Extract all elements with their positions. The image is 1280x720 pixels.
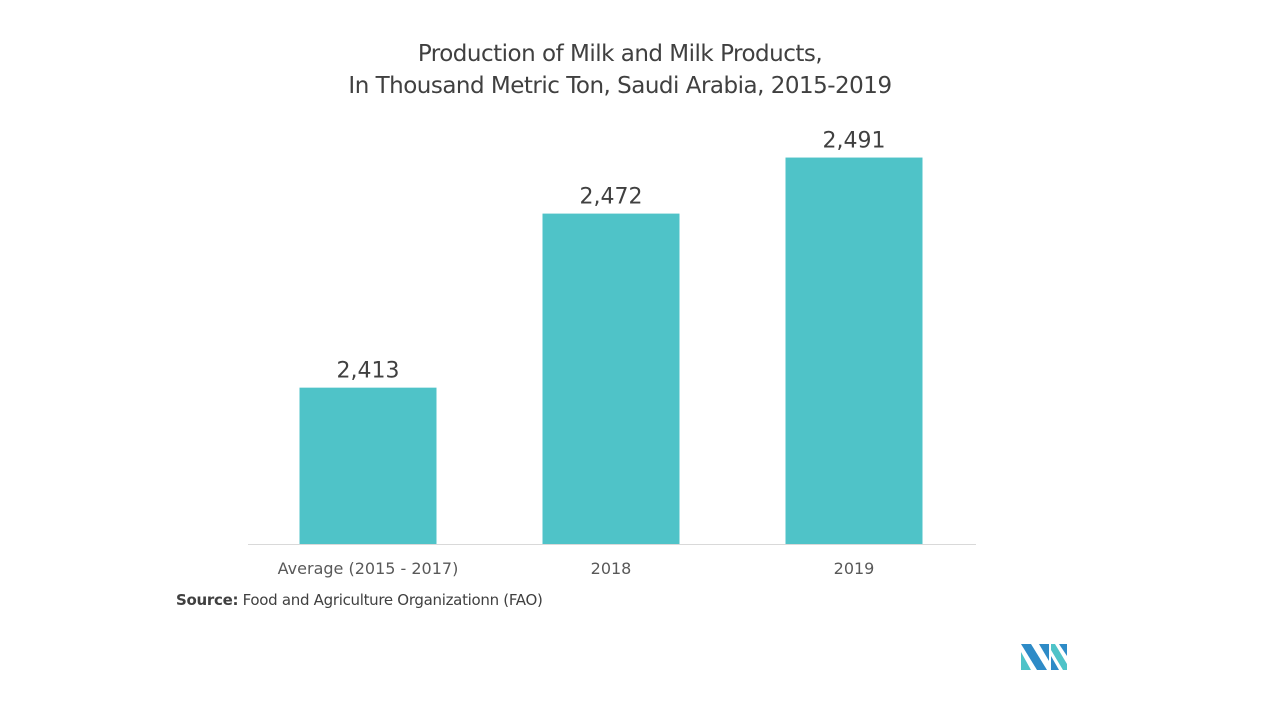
- source-label: Source:: [176, 591, 239, 609]
- chart-title: Production of Milk and Milk Products, In…: [0, 38, 1240, 102]
- data-label: 2,491: [823, 129, 886, 154]
- x-tick-label: Average (2015 - 2017): [278, 559, 459, 578]
- source-note: Source: Food and Agriculture Organizatio…: [176, 591, 543, 609]
- chart-title-line-2: In Thousand Metric Ton, Saudi Arabia, 20…: [348, 73, 892, 99]
- data-label: 2,472: [580, 185, 643, 210]
- bar: [542, 213, 680, 544]
- bar: [785, 157, 923, 545]
- x-tick-label: 2019: [834, 559, 875, 578]
- logo: [1021, 644, 1067, 670]
- x-tick-label: 2018: [591, 559, 632, 578]
- bar: [299, 387, 437, 544]
- chart-title-line-1: Production of Milk and Milk Products,: [417, 41, 823, 67]
- source-text: Food and Agriculture Organizationn (FAO): [242, 591, 543, 609]
- data-label: 2,413: [337, 359, 400, 384]
